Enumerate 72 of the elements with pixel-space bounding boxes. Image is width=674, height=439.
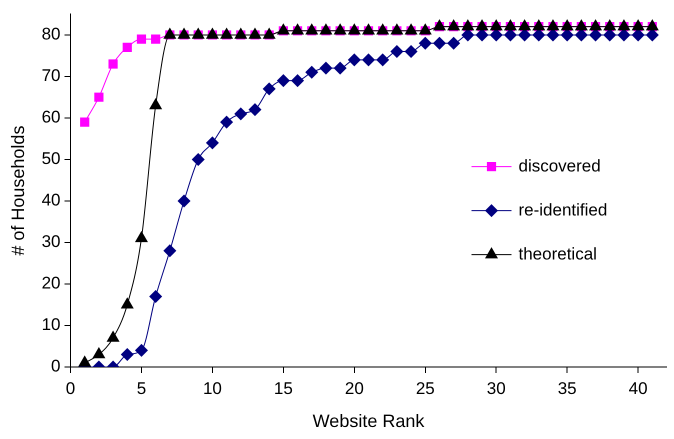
x-tick-label: 40	[628, 378, 648, 398]
point	[490, 28, 503, 42]
point	[234, 107, 248, 120]
y-tick-label: 0	[51, 356, 61, 376]
point	[248, 103, 262, 116]
point	[348, 53, 361, 66]
x-axis-title: Website Rank	[312, 411, 426, 432]
y-tick-label: 50	[42, 149, 61, 168]
point	[178, 194, 191, 208]
point	[120, 348, 134, 362]
y-tick-label: 30	[42, 232, 61, 252]
x-tick-label: 0	[66, 378, 76, 398]
point	[78, 355, 92, 367]
point	[418, 36, 432, 50]
legend-label: re-identified	[518, 200, 608, 220]
point	[206, 136, 219, 150]
point	[319, 62, 332, 75]
point	[134, 230, 148, 242]
x-tick-label: 35	[558, 378, 577, 398]
legend-label: theoretical	[518, 244, 597, 264]
point	[120, 297, 134, 308]
point	[476, 28, 489, 42]
point	[646, 28, 659, 42]
point	[136, 34, 146, 44]
point	[362, 53, 376, 66]
point	[518, 28, 532, 42]
y-tick-label: 60	[42, 108, 61, 127]
x-tick-label: 15	[274, 378, 293, 398]
point	[151, 34, 160, 44]
point	[276, 74, 290, 88]
point	[134, 344, 148, 357]
point	[92, 347, 106, 358]
point	[106, 330, 120, 342]
point	[404, 45, 418, 58]
point	[603, 28, 616, 42]
x-tick-label: 25	[416, 378, 435, 398]
point	[94, 92, 104, 102]
x-tick-label: 5	[136, 378, 146, 398]
point	[589, 28, 602, 42]
point	[560, 28, 574, 42]
point	[80, 118, 90, 127]
point	[108, 59, 118, 69]
point	[376, 53, 390, 66]
point	[461, 28, 474, 42]
y-tick-label: 10	[42, 315, 61, 334]
point	[262, 82, 276, 96]
point	[390, 45, 404, 58]
y-axis-title: # of Households	[8, 126, 28, 256]
point	[617, 28, 630, 42]
legend-label: discovered	[518, 156, 601, 176]
point	[334, 62, 347, 75]
point	[305, 66, 318, 79]
point	[220, 116, 234, 129]
y-tick-label: 80	[42, 24, 61, 44]
point	[149, 290, 162, 303]
x-tick-label: 10	[202, 378, 222, 398]
y-tick-label: 70	[42, 66, 61, 86]
y-tick-label: 40	[42, 190, 61, 210]
point	[632, 28, 645, 42]
point	[192, 152, 205, 166]
point	[546, 28, 560, 42]
point	[291, 74, 304, 88]
point	[432, 36, 446, 50]
point	[163, 244, 176, 258]
y-tick-label: 20	[42, 274, 61, 293]
point	[504, 28, 517, 42]
point	[532, 28, 546, 42]
x-tick-label: 20	[344, 378, 364, 398]
point	[122, 42, 132, 52]
x-tick-label: 30	[486, 378, 506, 398]
point	[574, 28, 588, 42]
point	[447, 36, 460, 50]
